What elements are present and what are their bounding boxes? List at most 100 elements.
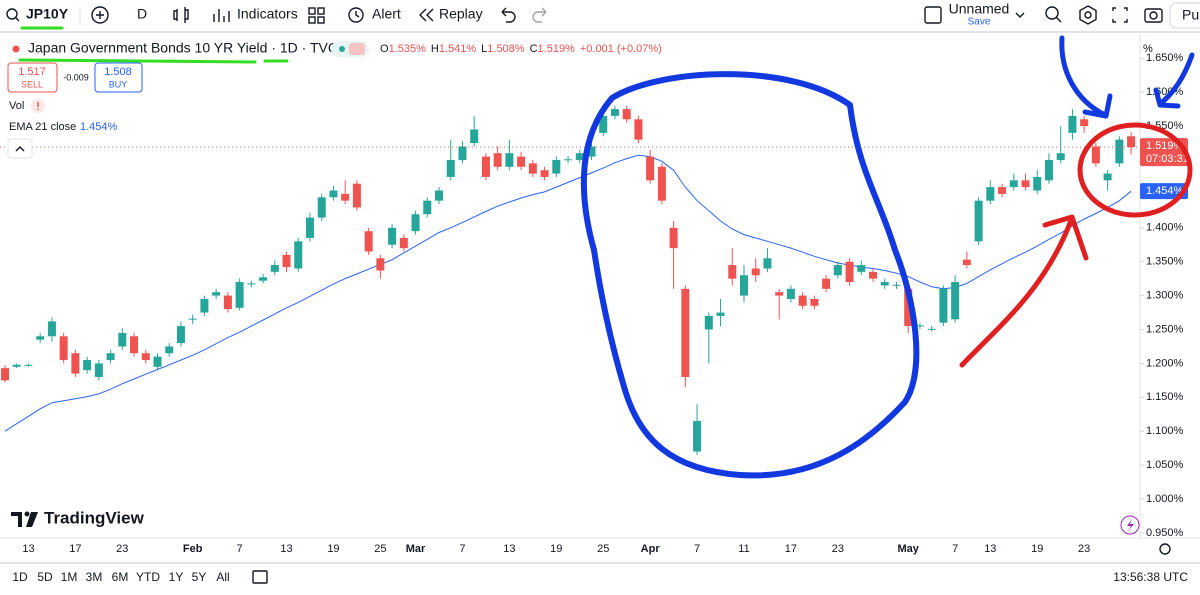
layout-menu-chevron[interactable]	[1015, 12, 1025, 18]
symbol[interactable]: JP10Y	[26, 6, 69, 22]
candle-body	[951, 282, 960, 320]
candle-body	[540, 170, 549, 177]
ema-value: 1.454%	[80, 121, 118, 133]
spread: -0.009	[63, 72, 89, 82]
status-pill-badge	[349, 43, 365, 55]
candle-body	[259, 277, 268, 281]
blue-arrow	[1059, 35, 1113, 119]
alert-icon[interactable]	[348, 7, 364, 23]
add-symbol-icon[interactable]	[91, 6, 109, 24]
candle-body	[376, 258, 385, 271]
annotations	[18, 26, 1195, 479]
timeframe-button[interactable]: YTD	[136, 570, 160, 584]
indicators-button[interactable]: Indicators	[237, 6, 298, 22]
logo-text: TradingView	[44, 508, 145, 527]
candle-body	[646, 156, 655, 181]
ohlc-values: O1.535% H1.541% L1.508% C1.519% +0.001 (+0.0…	[380, 43, 662, 55]
layout-checkbox[interactable]	[924, 6, 942, 24]
timeframe-button[interactable]: 5D	[37, 570, 53, 584]
ohlc-change: +0.001 (+0.07%)	[580, 43, 662, 55]
indicators-icon[interactable]	[213, 9, 230, 22]
y-tick-label: 1.150%	[1146, 391, 1184, 403]
save-status[interactable]: Save	[968, 17, 991, 28]
candle-body	[1068, 115, 1077, 133]
ohlc-label: O	[380, 43, 389, 55]
undo-icon[interactable]	[501, 7, 516, 23]
buy-label[interactable]: BUY	[109, 79, 128, 89]
timeframe-button[interactable]: 1M	[61, 570, 78, 584]
ohlc-value: 1.535%	[389, 43, 427, 55]
candle-body	[892, 284, 901, 286]
layout-name[interactable]: Unnamed	[949, 1, 1010, 17]
collapse-chevron	[15, 146, 25, 152]
templates-icon	[317, 7, 325, 15]
timeframe-button[interactable]: All	[216, 570, 229, 584]
x-tick-label: 17	[69, 543, 81, 555]
ohlc-label: L	[481, 43, 487, 55]
volume-warning-mark	[37, 102, 39, 107]
y-tick-label: 1.050%	[1146, 459, 1184, 471]
templates-icon	[317, 16, 325, 24]
candle-body	[564, 159, 573, 161]
y-tick-label: 0.950%	[1146, 527, 1184, 539]
ema-label[interactable]: EMA 21 close	[9, 121, 76, 133]
replay-icon[interactable]	[419, 8, 434, 22]
redo-icon[interactable]	[532, 7, 547, 23]
volume-label[interactable]: Vol	[9, 100, 24, 112]
replay-button[interactable]: Replay	[439, 6, 483, 22]
timeframe-button[interactable]: 3M	[86, 570, 103, 584]
sell-price[interactable]: 1.517	[18, 66, 46, 78]
chart-type-icon[interactable]	[173, 7, 189, 23]
date-range-icon[interactable]	[252, 570, 268, 584]
x-tick-label: 23	[832, 543, 844, 555]
fullscreen-icon[interactable]	[1112, 7, 1128, 23]
candle-body	[59, 336, 68, 361]
timeframe-button[interactable]: 6M	[112, 570, 129, 584]
blue-circle	[580, 71, 920, 479]
legend: Japan Government Bonds 10 YR Yield · 1D …	[7, 40, 662, 159]
publish-button-label[interactable]: Pub	[1182, 7, 1200, 23]
quick-search-icon[interactable]	[1045, 6, 1059, 20]
buy-button[interactable]	[94, 62, 143, 93]
ohlc-value: 1.541%	[439, 43, 477, 55]
alert-button[interactable]: Alert	[372, 6, 401, 22]
alert-icon-hands	[355, 11, 360, 18]
buy-price[interactable]: 1.508	[104, 66, 132, 78]
x-tick-label: 13	[280, 543, 292, 555]
y-tick-label: 1.000%	[1146, 493, 1184, 505]
x-tick-label: 7	[694, 543, 700, 555]
chart-pane	[0, 34, 1200, 539]
candle-body	[681, 288, 690, 377]
x-tick-label: 25	[374, 543, 386, 555]
status-pill-dot	[339, 46, 345, 52]
red-circle	[1077, 122, 1193, 218]
market-status-dot	[12, 45, 20, 53]
chart-title[interactable]: Japan Government Bonds 10 YR Yield · 1D …	[28, 40, 338, 56]
last-price-tag	[1140, 138, 1188, 167]
add-symbol-plus	[96, 11, 104, 19]
publish-button[interactable]	[1169, 2, 1200, 29]
y-tick-label: 1.350%	[1146, 256, 1184, 268]
candle-body	[235, 282, 244, 308]
timeframe-button[interactable]: 1Y	[169, 570, 184, 584]
snapshot-icon[interactable]	[1144, 8, 1163, 23]
timeframe-button[interactable]: 5Y	[192, 570, 207, 584]
candle-body	[1033, 176, 1042, 191]
x-tick-label: Feb	[183, 543, 203, 555]
search-icon[interactable]	[6, 8, 18, 20]
timeframe-button[interactable]: 1D	[12, 570, 28, 584]
axis-settings-icon[interactable]	[1159, 543, 1171, 555]
settings-icon[interactable]	[1079, 5, 1097, 25]
green-underline	[18, 26, 289, 64]
candle-body	[1127, 136, 1136, 148]
candle-body	[505, 153, 514, 167]
clock: 13:56:38 UTC	[1113, 570, 1188, 584]
sell-label[interactable]: SELL	[21, 79, 43, 89]
sell-button[interactable]	[7, 62, 58, 93]
x-tick-label: 23	[1078, 543, 1090, 555]
collapse-legend[interactable]	[7, 138, 33, 159]
templates-icon[interactable]	[308, 7, 316, 15]
interval[interactable]: D	[137, 6, 147, 22]
candle-body	[845, 261, 854, 283]
candle-body	[317, 197, 326, 218]
